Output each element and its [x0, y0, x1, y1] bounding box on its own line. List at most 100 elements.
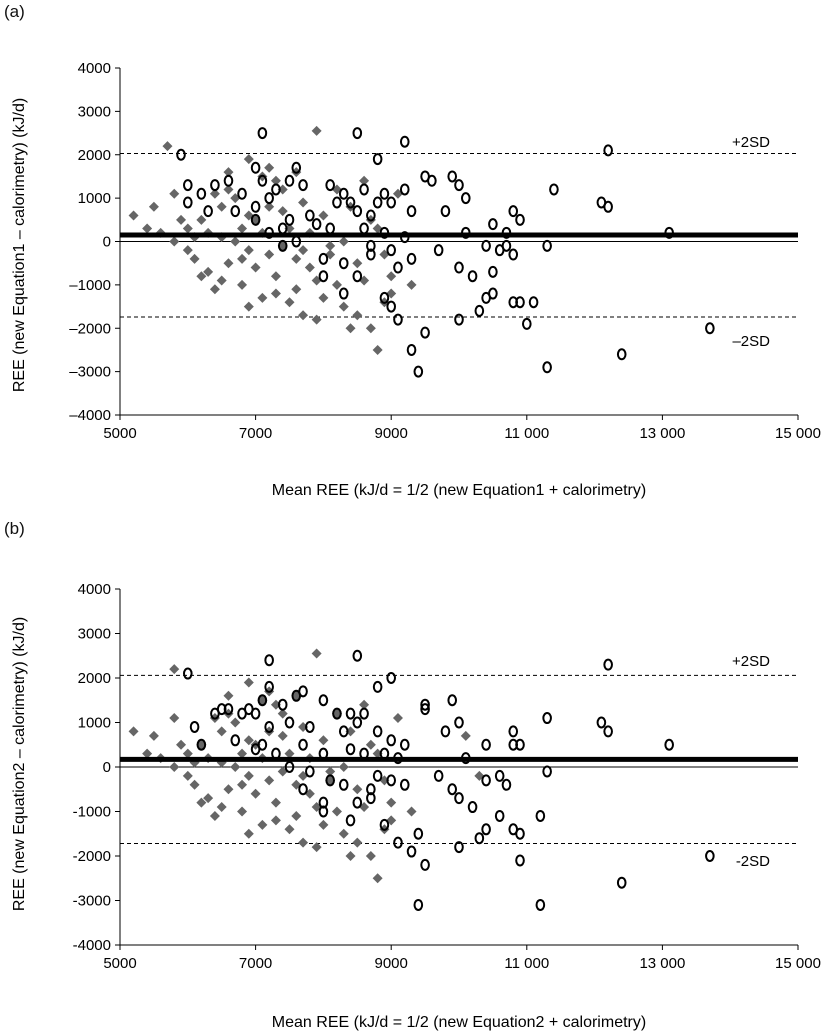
circle-point: [230, 205, 241, 218]
circle-point: [481, 239, 491, 252]
diamond-point: [352, 258, 363, 269]
circle-point: [447, 783, 458, 796]
diamond-point: [148, 201, 159, 212]
circle-point: [284, 174, 295, 187]
diamond-point: [352, 784, 363, 795]
diamond-point: [182, 770, 193, 781]
diamond-point: [318, 292, 329, 303]
diamond-point: [176, 739, 187, 750]
bland-altman-plot: 4000 3000 2000 1000 0 –1000 –2000 –3000 –4000500…: [11, 60, 821, 499]
circle-point: [427, 174, 437, 187]
diamond-point: [284, 824, 295, 835]
diamond-point: [237, 748, 248, 759]
diamond-point: [298, 197, 309, 208]
circle-point: [366, 248, 376, 261]
x-tick-label: 13 000: [639, 955, 685, 972]
circle-point: [298, 179, 308, 192]
diamond-point: [359, 175, 370, 186]
circle-point: [183, 667, 193, 680]
circle-point: [664, 738, 674, 751]
circle-point: [176, 148, 186, 161]
diamond-point: [372, 344, 383, 355]
diamond-point: [196, 214, 207, 225]
circle-point: [386, 774, 397, 787]
circle-point: [366, 209, 376, 222]
y-tick-label: –1000: [69, 277, 111, 294]
diamond-point: [304, 262, 315, 273]
circle-point: [379, 818, 390, 831]
y-tick-label: -4000: [73, 937, 111, 954]
circle-point: [494, 769, 505, 782]
y-tick-label: –3000: [69, 364, 111, 381]
diamond-point: [325, 249, 336, 260]
diamond-point: [223, 784, 234, 795]
circle-point: [386, 300, 397, 313]
y-tick-label: -1000: [73, 804, 111, 821]
circle-point: [325, 774, 335, 787]
circle-point: [338, 287, 349, 300]
circle-point: [345, 814, 356, 827]
circle-point: [183, 179, 193, 192]
diamond-point: [182, 748, 193, 759]
circle-point: [440, 725, 451, 738]
circle-point: [481, 823, 491, 836]
circle-point: [372, 769, 383, 782]
circle-point: [366, 783, 376, 796]
diamond-point: [311, 125, 322, 136]
panel-b: (b) 4000 3000 2000 1000 0 -1000 -2000 -3000 -400…: [0, 517, 835, 1032]
circle-point: [467, 270, 478, 283]
circle-point: [257, 174, 268, 187]
circle-point: [284, 213, 295, 226]
y-tick-label: 1000: [78, 715, 111, 732]
circle-point: [250, 161, 261, 174]
diamond-point: [291, 284, 302, 295]
circle-point: [332, 707, 342, 720]
diamond-point: [223, 690, 234, 701]
upper-limit-label: +2SD: [732, 134, 770, 151]
circle-point: [230, 734, 241, 747]
x-tick-label: 7000: [239, 425, 272, 442]
x-tick-label: 13 000: [639, 425, 685, 442]
diamond-point: [203, 266, 214, 277]
circle-point: [705, 322, 715, 335]
diamond-point: [365, 739, 376, 750]
diamond-point: [237, 279, 248, 290]
circle-point: [454, 792, 464, 805]
diamond-point: [331, 806, 342, 817]
diamond-point: [386, 271, 397, 282]
lower-limit-label: –2SD: [732, 333, 770, 350]
circle-point: [237, 187, 247, 200]
diamond-point: [460, 730, 471, 741]
circle-point: [393, 313, 403, 326]
diamond-point: [223, 167, 234, 178]
diamond-point: [182, 223, 193, 234]
circle-point: [183, 196, 193, 209]
circle-point: [616, 876, 627, 889]
circle-point: [508, 205, 519, 218]
circle-point: [393, 261, 403, 274]
diamond-point: [162, 141, 173, 152]
diamond-point: [352, 310, 363, 321]
diamond-point: [169, 762, 180, 772]
circle-point: [406, 205, 417, 218]
x-tick-label: 9000: [375, 955, 408, 972]
circle-point: [359, 183, 369, 196]
circle-point: [542, 239, 552, 252]
circle-point: [352, 127, 363, 140]
y-tick-label: 1000: [78, 190, 111, 207]
diamond-point: [359, 699, 370, 710]
circle-point: [264, 720, 274, 733]
diamond-point: [230, 762, 241, 772]
diamond-point: [264, 162, 275, 173]
circle-point: [454, 179, 464, 192]
circle-point: [332, 196, 342, 209]
diamond-point: [264, 249, 275, 260]
diamond-point: [474, 770, 485, 781]
circle-point: [250, 213, 261, 226]
circle-point: [352, 205, 363, 218]
diamond-point: [250, 262, 261, 273]
diamond-point: [386, 815, 397, 826]
y-tick-label: 4000: [78, 60, 111, 77]
circle-point: [454, 313, 464, 326]
diamond-point: [270, 288, 281, 299]
